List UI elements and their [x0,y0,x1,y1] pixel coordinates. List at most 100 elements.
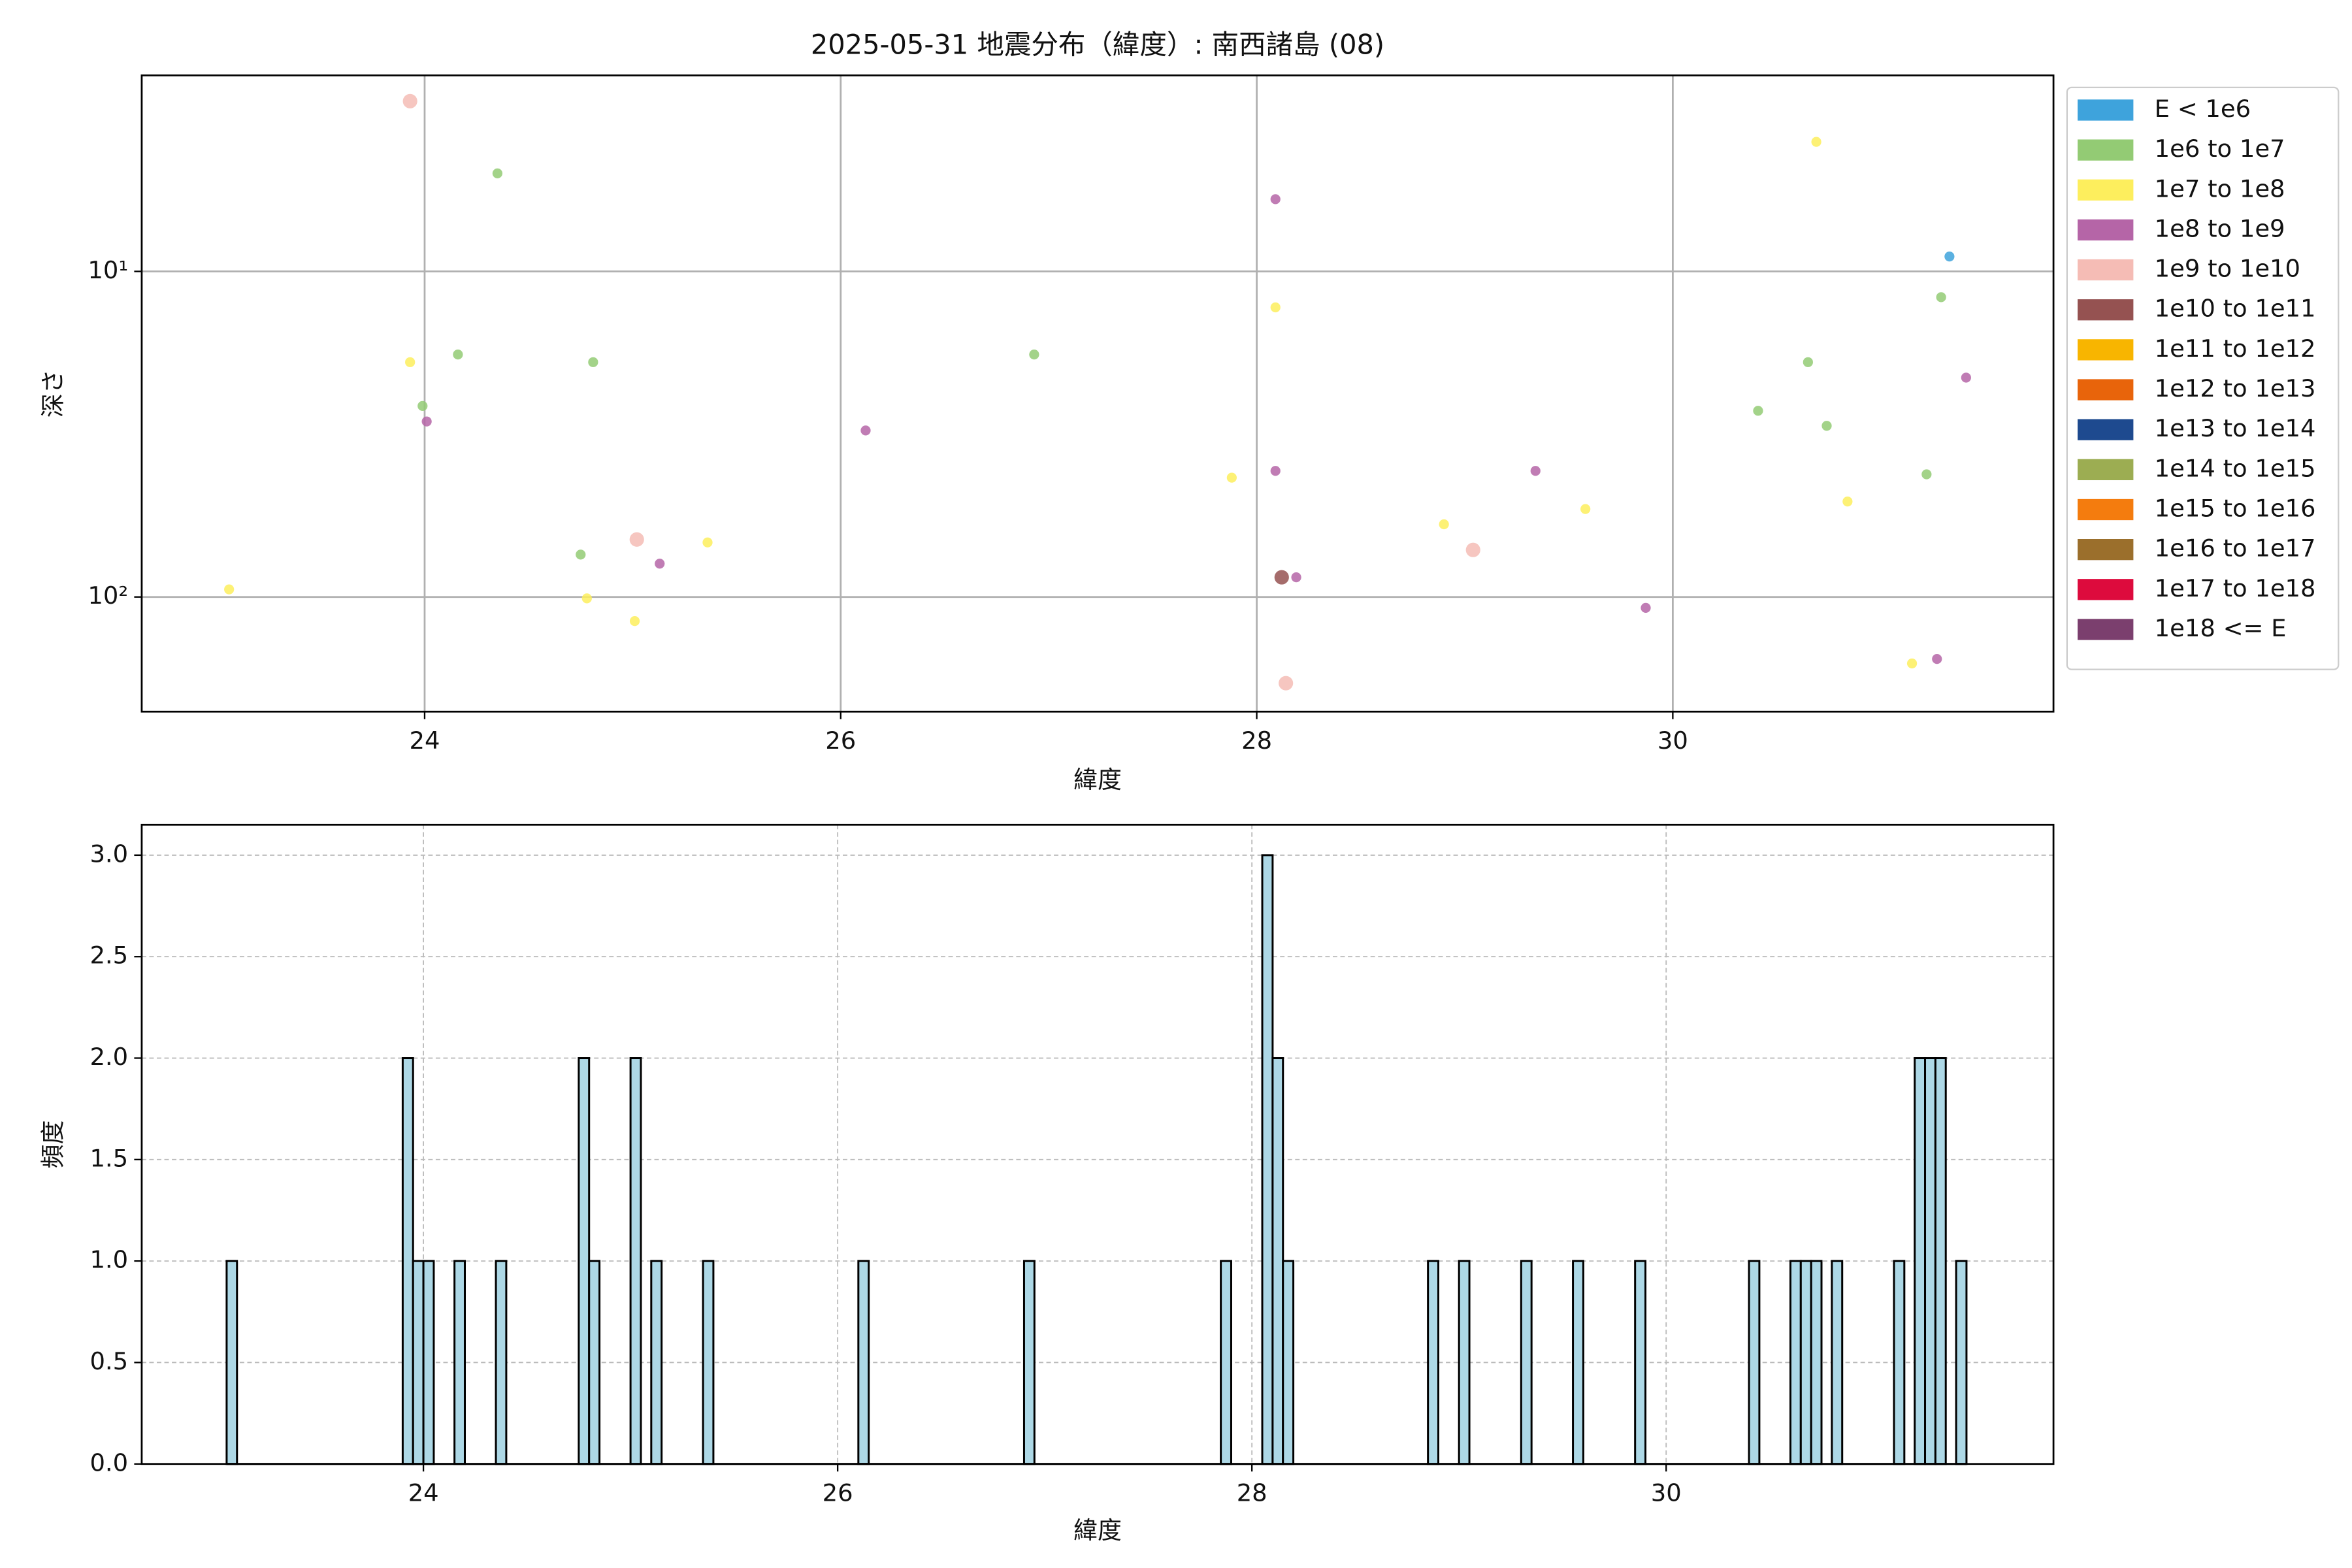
legend-swatch [2078,579,2134,600]
data-point [1753,406,1763,416]
bar [1934,1057,1947,1465]
legend-label: 1e9 to 1e10 [2155,255,2300,283]
legend-label: 1e14 to 1e15 [2155,454,2316,482]
bar [1520,1260,1533,1465]
data-point [655,559,665,569]
data-point [629,532,644,547]
bar [1955,1260,1968,1465]
bar [1831,1260,1844,1465]
data-point [1580,504,1591,514]
data-point [1270,302,1281,313]
data-point [629,616,640,627]
x-tick-label: 30 [1658,727,1688,755]
legend-label: 1e16 to 1e17 [2155,534,2316,563]
legend-swatch [2078,498,2134,521]
y-axis-label: 頻度 [39,1120,67,1169]
legend-swatch [2078,539,2134,561]
legend-swatch [2078,299,2134,321]
bar [588,1260,601,1465]
x-axis-label: 緯度 [1073,1516,1122,1544]
bar [1914,1057,1927,1465]
bar [495,1260,508,1465]
data-point [1641,602,1651,613]
data-point [1936,292,1946,302]
data-point [1530,466,1541,476]
bar [225,1260,238,1465]
data-point [588,357,598,367]
bar [412,1260,425,1465]
data-point [1279,676,1294,691]
bar [1022,1260,1036,1465]
bar [650,1260,663,1465]
bar [1572,1260,1584,1465]
data-point [421,416,432,427]
legend-label: 1e8 to 1e9 [2155,214,2285,242]
data-point [405,357,416,367]
y-tick-label: 10² [88,581,128,610]
data-point [1921,469,1932,480]
bar [1282,1260,1295,1465]
data-point [417,400,428,411]
bar [1427,1260,1440,1465]
bar [1924,1057,1936,1465]
data-point [1270,466,1281,476]
legend-box [2066,86,2340,670]
y-tick-label: 2.5 [90,941,128,970]
data-point [224,584,235,595]
data-point [576,549,586,560]
legend-label: E < 1e6 [2155,95,2251,123]
y-tick-label: 3.0 [90,840,128,868]
x-tick-label: 28 [1241,727,1272,755]
data-point [1270,194,1281,204]
data-point [1961,372,1971,383]
legend-label: 1e10 to 1e11 [2155,295,2316,323]
data-point [1811,137,1821,147]
legend-label: 1e11 to 1e12 [2155,335,2316,363]
legend-label: 1e18 <= E [2155,614,2287,642]
data-point [1439,519,1449,530]
legend-swatch [2078,619,2134,640]
bar [702,1260,715,1465]
legend-label: 1e15 to 1e16 [2155,495,2316,523]
y-tick-label: 2.0 [90,1043,128,1071]
plot-frame [140,823,2055,1465]
legend-swatch [2078,99,2134,121]
data-point [581,593,592,604]
data-point [1932,653,1942,664]
bar [422,1260,435,1465]
data-point [402,93,417,108]
bar [1220,1260,1232,1465]
y-tick-label: 0.5 [90,1347,128,1375]
data-point [492,168,503,179]
legend-swatch [2078,219,2134,241]
bar [401,1057,414,1465]
bar [1810,1260,1823,1465]
legend-swatch [2078,139,2134,161]
data-point [1274,570,1289,585]
x-tick-label: 30 [1651,1478,1682,1507]
y-tick-label: 1.5 [90,1144,128,1172]
legend-label: 1e12 to 1e13 [2155,374,2316,402]
plot-frame [140,74,2055,713]
x-tick-label: 24 [409,727,440,755]
x-tick-label: 28 [1237,1478,1267,1507]
legend-label: 1e6 to 1e7 [2155,135,2285,163]
legend-swatch [2078,459,2134,480]
data-point [453,349,463,360]
legend-label: 1e7 to 1e8 [2155,174,2285,203]
data-point [1803,357,1813,367]
bar [629,1057,642,1465]
bar [453,1260,466,1465]
legend-swatch [2078,339,2134,361]
legend-swatch [2078,419,2134,440]
legend-label: 1e13 to 1e14 [2155,414,2316,442]
data-point [860,425,871,436]
x-axis-label: 緯度 [1073,766,1122,794]
legend-swatch [2078,379,2134,400]
x-tick-label: 26 [823,1478,853,1507]
bar [1458,1260,1471,1465]
chart-title: 2025-05-31 地震分布（緯度）: 南西諸島 (08) [811,29,1384,61]
bar [1748,1260,1761,1465]
legend-swatch [2078,259,2134,281]
